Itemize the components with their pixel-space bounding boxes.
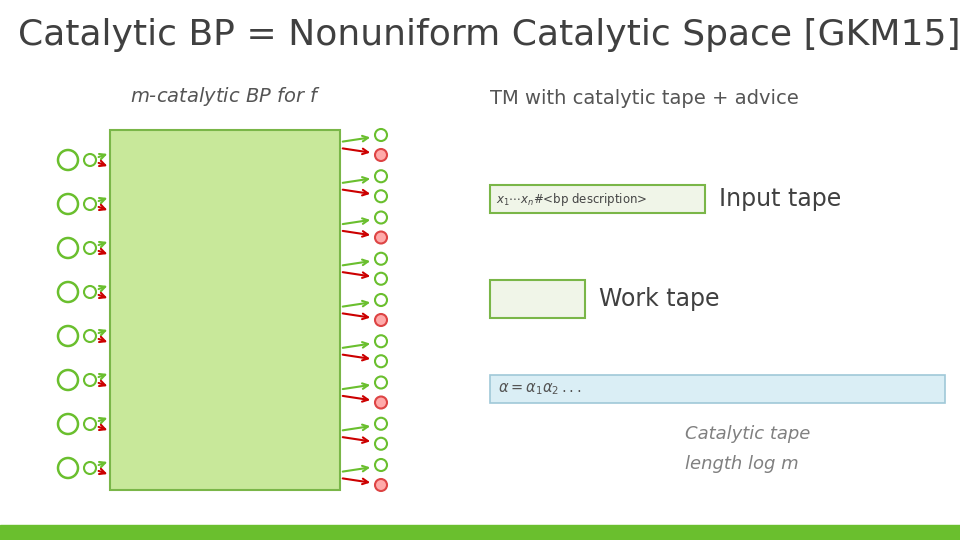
Circle shape [375, 232, 387, 244]
Text: length log m: length log m [685, 455, 799, 473]
Text: $x_1 \cdots x_n$#<bp description>: $x_1 \cdots x_n$#<bp description> [496, 191, 647, 207]
Text: Input tape: Input tape [719, 187, 841, 211]
Bar [0, 525, 960, 540]
Circle shape [375, 479, 387, 491]
Circle shape [375, 314, 387, 326]
Text: $m$-catalytic BP for $f$: $m$-catalytic BP for $f$ [130, 85, 321, 108]
Circle shape [375, 149, 387, 161]
Text: Work tape: Work tape [599, 287, 719, 311]
Bar [110, 130, 340, 490]
Bar [490, 185, 705, 213]
Text: Catalytic BP = Nonuniform Catalytic Space [GKM15]: Catalytic BP = Nonuniform Catalytic Spac… [18, 18, 960, 52]
Bar [490, 375, 945, 403]
Bar [490, 280, 585, 318]
Text: Catalytic tape: Catalytic tape [685, 425, 810, 443]
Text: $\alpha = \alpha_1\alpha_2\,...$: $\alpha = \alpha_1\alpha_2\,...$ [498, 381, 582, 397]
Text: TM with catalytic tape + advice: TM with catalytic tape + advice [490, 89, 799, 108]
Circle shape [375, 396, 387, 408]
